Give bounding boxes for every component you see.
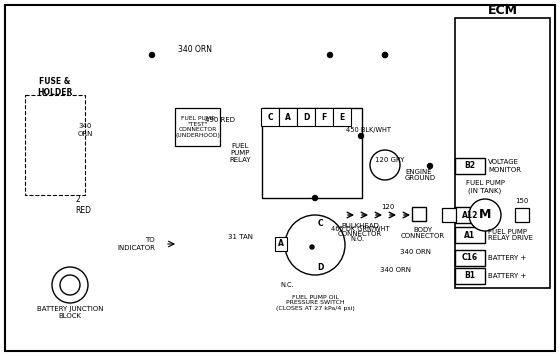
- Circle shape: [382, 52, 388, 58]
- Circle shape: [358, 134, 363, 138]
- Text: FUEL PUMP
"TEST"
CONNECTOR
(UNDERHOOD): FUEL PUMP "TEST" CONNECTOR (UNDERHOOD): [175, 116, 220, 138]
- Circle shape: [427, 163, 432, 168]
- Text: BODY
CONNECTOR: BODY CONNECTOR: [401, 226, 445, 240]
- Text: FUEL PUMP
(IN TANK): FUEL PUMP (IN TANK): [465, 180, 505, 194]
- Bar: [455, 207, 485, 223]
- Text: VOLTAGE
MONITOR: VOLTAGE MONITOR: [488, 159, 521, 173]
- Text: FUEL
PUMP
RELAY: FUEL PUMP RELAY: [229, 143, 251, 163]
- Text: M: M: [479, 209, 491, 221]
- Bar: [279, 108, 297, 126]
- Circle shape: [310, 245, 314, 249]
- Text: ECM: ECM: [488, 5, 517, 17]
- Text: A12: A12: [462, 210, 478, 220]
- Circle shape: [328, 52, 333, 58]
- Text: 340 ORN: 340 ORN: [399, 249, 431, 255]
- Text: E: E: [339, 112, 344, 121]
- Text: 2
RED: 2 RED: [75, 195, 91, 215]
- Bar: [297, 108, 315, 126]
- Text: B2: B2: [464, 162, 475, 171]
- Text: 340 ORN: 340 ORN: [380, 267, 410, 273]
- Circle shape: [382, 52, 388, 58]
- Text: ENGINE
GROUND: ENGINE GROUND: [405, 168, 436, 182]
- Text: 450 BLK/WHT: 450 BLK/WHT: [346, 127, 390, 133]
- Text: 150: 150: [515, 198, 529, 204]
- Text: 340
ORN: 340 ORN: [78, 124, 94, 136]
- Bar: [455, 268, 485, 284]
- Text: N.O.: N.O.: [350, 236, 364, 242]
- Text: 465 DK GRN/WHT: 465 DK GRN/WHT: [331, 226, 389, 232]
- Text: C16: C16: [462, 253, 478, 262]
- Bar: [261, 108, 279, 126]
- Circle shape: [52, 267, 88, 303]
- Bar: [442, 208, 456, 222]
- Text: N.C.: N.C.: [280, 282, 294, 288]
- Circle shape: [370, 150, 400, 180]
- Text: FUEL PUMP OIL
PRESSURE SWITCH
(CLOSES AT 27 kPa/4 psi): FUEL PUMP OIL PRESSURE SWITCH (CLOSES AT…: [276, 295, 354, 311]
- Text: 120: 120: [381, 204, 395, 210]
- Text: FUSE &
HOLDER: FUSE & HOLDER: [38, 77, 73, 97]
- Text: BULKHEAD
CONNECTOR: BULKHEAD CONNECTOR: [338, 224, 382, 236]
- Circle shape: [312, 195, 318, 200]
- Text: 31 TAN: 31 TAN: [227, 234, 253, 240]
- Text: D: D: [303, 112, 309, 121]
- Text: C: C: [267, 112, 273, 121]
- Text: FUEL PUMP
RELAY DRIVE: FUEL PUMP RELAY DRIVE: [488, 229, 533, 241]
- Bar: [455, 18, 550, 288]
- Text: B1: B1: [464, 272, 475, 281]
- Bar: [25, 95, 85, 195]
- Circle shape: [150, 52, 155, 58]
- Bar: [515, 208, 529, 222]
- Text: F: F: [321, 112, 326, 121]
- Text: BATTERY JUNCTION
BLOCK: BATTERY JUNCTION BLOCK: [37, 307, 103, 319]
- Bar: [455, 227, 485, 243]
- Text: 490 RED: 490 RED: [205, 117, 235, 123]
- Text: BATTERY +: BATTERY +: [488, 255, 526, 261]
- Circle shape: [285, 215, 345, 275]
- Circle shape: [469, 199, 501, 231]
- Bar: [412, 207, 426, 221]
- Bar: [262, 108, 362, 198]
- Text: A: A: [278, 240, 284, 248]
- Text: A: A: [285, 112, 291, 121]
- Text: C: C: [317, 219, 323, 227]
- Text: 120 GRY: 120 GRY: [375, 157, 405, 163]
- Bar: [455, 158, 485, 174]
- Circle shape: [60, 275, 80, 295]
- Text: D: D: [317, 262, 323, 272]
- Text: TO
INDICATOR: TO INDICATOR: [117, 237, 155, 251]
- Bar: [275, 237, 287, 251]
- Bar: [175, 108, 220, 146]
- Bar: [455, 250, 485, 266]
- Text: A1: A1: [464, 230, 475, 240]
- Bar: [315, 108, 333, 126]
- Bar: [333, 108, 351, 126]
- Text: 340 ORN: 340 ORN: [178, 44, 212, 53]
- Text: BATTERY +: BATTERY +: [488, 273, 526, 279]
